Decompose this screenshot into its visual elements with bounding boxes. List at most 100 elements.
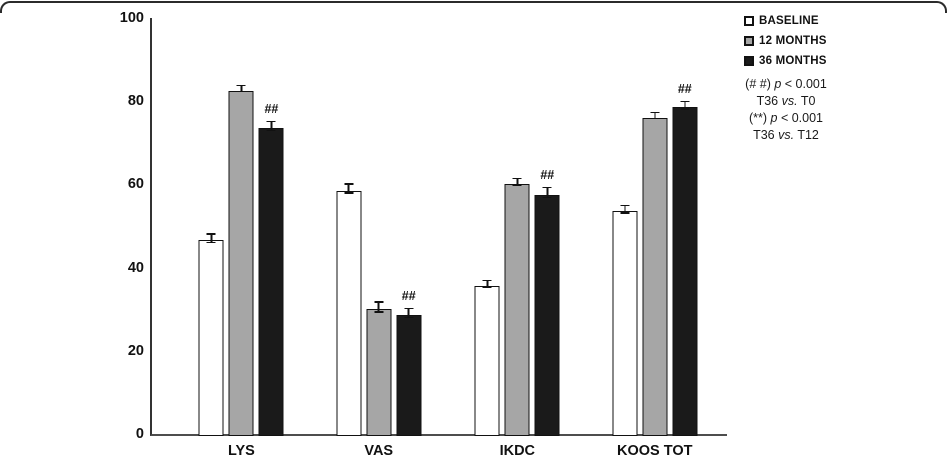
bar-vas-baseline [336,190,362,436]
barwrap [366,18,392,436]
error-bar [486,280,489,289]
error-bar-cap-bottom [404,316,414,319]
error-bar-cap-top [236,84,246,87]
note-text: T36 [753,128,779,142]
bar-group-lys: ## LYS [198,18,284,459]
error-bar [270,121,273,132]
y-axis-tick-label: 20 [127,342,144,359]
error-bar [347,183,350,194]
note-text-italic: vs. [778,128,795,142]
error-bar-cap-bottom [374,311,384,313]
note-text: (**) [748,111,771,125]
barwrap: ## [672,18,698,436]
significance-note: (# #) p < 0.001 T36 vs. T0 (**) p < 0.00… [730,76,842,144]
error-bar-cap-bottom [206,241,216,244]
error-bar [407,308,410,319]
x-axis-category-label: IKDC [499,443,536,459]
bar-koos-tot-36-months [672,107,698,436]
error-bar-cap-top [680,100,690,103]
x-axis-category-label: LYS [227,443,255,459]
bar-ikdc-baseline [474,286,500,436]
error-bar-cap-bottom [542,196,552,199]
error-bar-cap-bottom [344,192,354,194]
error-bar-cap-bottom [236,90,246,93]
error-bar [240,85,243,93]
legend-label-baseline: BASELINE [759,15,819,27]
barwrap: ## [258,18,284,436]
figure-border [0,1,947,13]
bar-lys-baseline [198,240,224,436]
y-axis-tick-label: 60 [127,176,144,193]
note-line-4: T36 vs. T12 [730,127,842,144]
legend-item-36-months: 36 MONTHS [744,55,827,67]
bar-chart-plot: 0 20 40 60 80 100 ## LYS ## VAS ## IKDC ## KOOS TOT [120,10,727,459]
legend-item-baseline: BASELINE [744,15,827,27]
barwrap [336,18,362,436]
barwrap: ## [534,18,560,436]
bar-group-ikdc: ## IKDC [474,18,560,459]
y-axis-tick-label: 100 [119,10,144,26]
significance-marker: ## [401,289,416,304]
error-bar [377,301,380,313]
y-axis-tick-label: 40 [127,259,144,276]
barwrap: ## [396,18,422,436]
error-bar-cap-top [374,301,384,303]
note-line-1: (# #) p < 0.001 [730,76,842,93]
error-bar [654,112,656,120]
bar-koos-tot-baseline [612,211,638,436]
note-line-2: T36 vs. T0 [730,93,842,110]
bar-koos-tot-12-months [642,117,668,436]
error-bar [546,187,549,199]
legend-item-12-months: 12 MONTHS [744,35,827,47]
note-text: T36 [756,94,782,108]
note-text-italic: p [774,77,782,91]
note-text: T0 [797,94,816,108]
note-text: < 0.001 [777,111,823,125]
error-bar-cap-top [512,177,522,180]
error-bar-cap-bottom [650,117,660,120]
significance-marker: ## [264,102,279,117]
chart-legend: BASELINE 12 MONTHS 36 MONTHS [744,15,827,75]
bar-group-koos-tot: ## KOOS TOT [612,18,698,459]
error-bar-cap-bottom [512,184,522,187]
bar-lys-12-months [228,90,254,436]
barwrap [612,18,638,436]
note-text-italic: vs. [781,94,798,108]
legend-label-36-months: 36 MONTHS [759,55,827,67]
error-bar [684,101,686,110]
note-text: (# #) [745,77,775,91]
error-bar-cap-bottom [620,212,630,214]
error-bar-cap-top [482,279,492,282]
error-bar-cap-bottom [482,286,492,289]
note-text: < 0.001 [781,77,827,91]
legend-swatch-baseline-icon [744,16,754,26]
error-bar [516,178,519,187]
barwrap [198,18,224,436]
error-bar-cap-top [266,120,276,123]
legend-label-12-months: 12 MONTHS [759,35,827,47]
error-bar-cap-top [404,307,414,310]
bar-ikdc-12-months [504,184,530,436]
note-line-3: (**) p < 0.001 [730,110,842,127]
error-bar-cap-top [650,111,660,114]
error-bar-cap-top [206,233,216,235]
legend-swatch-12-months-icon [744,36,754,46]
x-axis-category-label: KOOS TOT [617,443,693,459]
x-axis-category-label: VAS [364,443,394,459]
error-bar [624,205,626,214]
bar-lys-36-months [258,128,284,436]
bar-vas-36-months [396,315,422,436]
error-bar [210,233,213,244]
error-bar-cap-top [620,204,630,207]
barwrap [504,18,530,436]
error-bar-cap-top [344,183,354,185]
error-bar-cap-top [542,186,552,189]
bar-ikdc-36-months [534,194,560,436]
barwrap [642,18,668,436]
bar-vas-12-months [366,309,392,436]
error-bar-cap-bottom [266,129,276,132]
legend-swatch-36-months-icon [744,56,754,66]
error-bar-cap-bottom [680,108,690,110]
barwrap [474,18,500,436]
